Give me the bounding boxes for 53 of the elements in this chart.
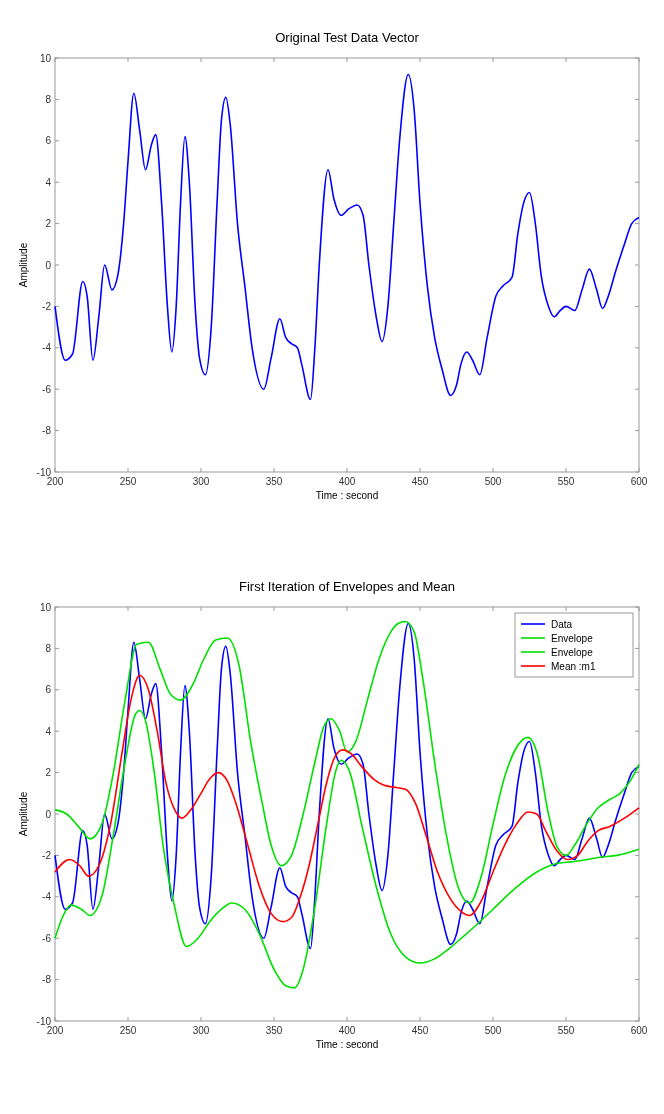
x-tick-label: 550 [557, 1025, 575, 1036]
x-tick-label: 500 [484, 1025, 502, 1036]
x-tick-label: 550 [557, 476, 575, 487]
y-tick-label: -6 [42, 932, 52, 944]
y-tick-label: -8 [42, 425, 52, 437]
y-tick-label: 4 [45, 725, 52, 737]
x-tick-label: 300 [192, 476, 210, 487]
x-tick-label: 300 [192, 1025, 210, 1036]
chart-title: First Iteration of Envelopes and Mean [238, 579, 456, 594]
y-tick-label: 2 [45, 767, 52, 779]
y-tick-label: 8 [45, 93, 52, 105]
y-tick-label: -8 [42, 974, 52, 986]
legend-label: Data [551, 619, 573, 630]
x-tick-label: 400 [338, 476, 356, 487]
line-series [54, 709, 640, 989]
x-tick-label: 200 [46, 1025, 64, 1036]
x-axis-title: Time : second [315, 1039, 379, 1050]
x-tick-label: 350 [265, 476, 283, 487]
y-tick-label: 10 [39, 52, 52, 64]
line-series [54, 674, 640, 923]
y-tick-label: -10 [36, 466, 52, 478]
legend-label: Envelope [551, 633, 594, 644]
y-tick-label: -4 [42, 342, 52, 354]
x-tick-label: 200 [46, 476, 64, 487]
y-tick-label: -4 [42, 891, 52, 903]
legend-label: Mean :m1 [551, 661, 596, 672]
y-tick-label: -6 [42, 383, 52, 395]
y-axis-title: Amplitude [18, 242, 29, 288]
x-axis-title: Time : second [315, 490, 379, 501]
y-tick-label: -10 [36, 1015, 52, 1027]
y-tick-label: 6 [45, 684, 52, 696]
x-tick-label: 450 [411, 476, 429, 487]
y-tick-label: 4 [45, 176, 52, 188]
y-tick-label: -2 [42, 849, 52, 861]
y-tick-label: 10 [39, 601, 52, 613]
y-tick-label: -2 [42, 300, 52, 312]
x-tick-label: 500 [484, 476, 502, 487]
x-tick-label: 450 [411, 1025, 429, 1036]
x-tick-label: 400 [338, 1025, 356, 1036]
x-tick-label: 250 [119, 476, 137, 487]
x-tick-label: 600 [630, 1025, 648, 1036]
y-tick-label: 2 [45, 218, 52, 230]
y-tick-label: 0 [45, 259, 52, 271]
chart-title: Original Test Data Vector [275, 30, 420, 45]
y-axis-title: Amplitude [18, 791, 29, 837]
line-series [54, 73, 640, 401]
x-tick-label: 350 [265, 1025, 283, 1036]
x-tick-label: 600 [630, 476, 648, 487]
y-tick-label: 0 [45, 808, 52, 820]
legend-label: Envelope [551, 647, 594, 658]
x-tick-label: 250 [119, 1025, 137, 1036]
y-tick-label: 8 [45, 642, 52, 654]
y-tick-label: 6 [45, 135, 52, 147]
